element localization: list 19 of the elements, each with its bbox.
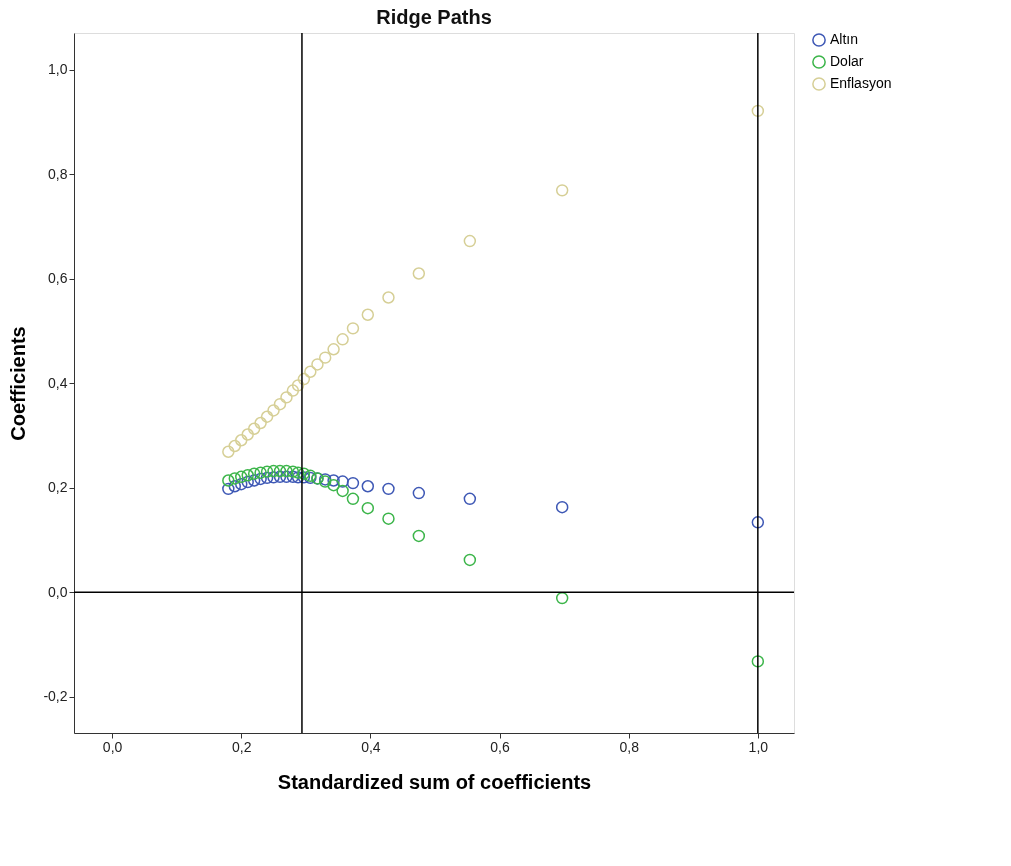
- y-tick-label: -0,2: [43, 688, 68, 705]
- x-tick-label: 0,2: [232, 738, 252, 755]
- x-tick-label: 0,4: [361, 738, 381, 755]
- y-axis-title: Coefficients: [7, 326, 30, 441]
- y-tick-label: 0,2: [48, 479, 68, 496]
- y-tick-label: 0,0: [48, 583, 68, 600]
- x-tick-label: 0,8: [619, 738, 640, 755]
- y-tick-label: 0,6: [48, 270, 68, 287]
- y-tick-label: 0,8: [48, 165, 68, 182]
- y-tick-label: 1,0: [48, 61, 68, 78]
- y-tick-label: 0,4: [48, 374, 68, 391]
- legend-label: Altın: [830, 31, 859, 47]
- chart-title: Ridge Paths: [376, 6, 492, 29]
- x-tick-label: 0,0: [102, 738, 123, 755]
- x-tick-label: 0,6: [490, 738, 510, 755]
- x-tick-label: 1,0: [748, 738, 769, 755]
- legend-label: Enflasyon: [830, 75, 892, 91]
- legend-label: Dolar: [830, 53, 864, 69]
- x-axis-title: Standardized sum of coefficients: [277, 770, 592, 793]
